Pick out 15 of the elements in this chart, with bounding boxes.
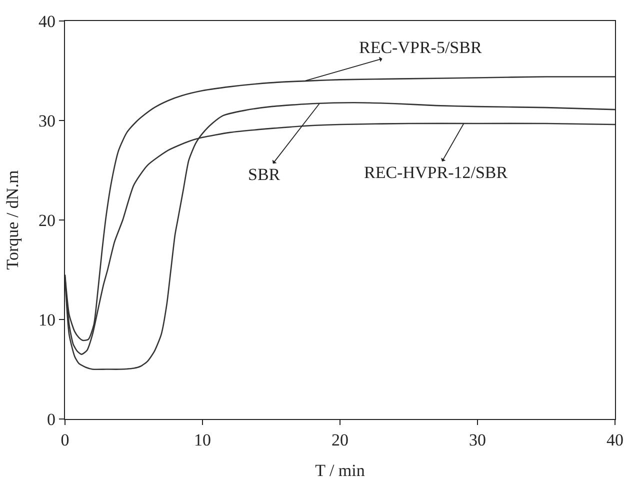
x-tick-label: 10 xyxy=(194,430,211,450)
annotation: REC-HVPR-12/SBR xyxy=(364,163,508,182)
y-tick-label: 30 xyxy=(38,111,56,130)
y-tick-label: 40 xyxy=(38,12,56,31)
x-tick-label: 20 xyxy=(332,430,348,450)
annotation: REC-VPR-5/SBR xyxy=(359,38,482,57)
y-tick-label: 10 xyxy=(38,310,56,330)
x-tick-label: 30 xyxy=(469,430,486,450)
y-tick-label: 20 xyxy=(38,210,56,230)
x-tick-label: 40 xyxy=(606,430,624,450)
y-axis-title: Torque / dN.m xyxy=(3,170,22,270)
annotation: SBR xyxy=(248,165,281,184)
x-tick-label: 0 xyxy=(60,430,70,450)
y-tick-label: 0 xyxy=(47,410,56,429)
x-axis-title: T / min xyxy=(315,460,366,480)
